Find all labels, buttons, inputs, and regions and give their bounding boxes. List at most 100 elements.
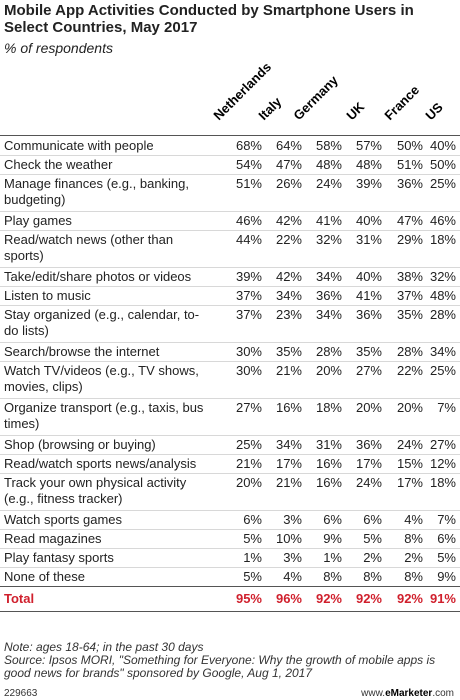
table-cell: 36% [355,307,382,322]
table-cell: 25% [235,437,262,452]
table-cell: 27% [429,437,456,452]
table-cell: 2% [363,550,382,565]
table-cell: 9% [323,531,342,546]
total-divider [0,586,460,587]
table-cell: 68% [235,138,262,153]
table-cell: 51% [396,157,423,172]
table-cell: 31% [355,232,382,247]
row-label: Read/watch sports news/analysis [4,456,197,471]
column-header-france: France [381,82,423,123]
table-cell: 46% [235,213,262,228]
table-cell: 8% [404,531,423,546]
table-cell: 34% [429,344,456,359]
table-cell: 1% [243,550,262,565]
table-cell: 22% [396,363,423,378]
table-cell: 18% [315,400,342,415]
table-cell: 6% [243,512,262,527]
table-cell: 24% [355,475,382,490]
row-divider [0,398,460,399]
row-divider [0,342,460,343]
column-header-germany: Germany [290,72,341,123]
table-cell: 5% [363,531,382,546]
table-cell: 6% [437,531,456,546]
source-text: Source: Ipsos MORI, "Something for Every… [4,653,436,680]
chart-id: 229663 [4,688,38,699]
row-divider [0,454,460,455]
table-cell: 64% [275,138,302,153]
table-cell: 8% [363,569,382,584]
table-cell: 17% [355,456,382,471]
table-cell: 48% [315,157,342,172]
table-cell: 3% [283,550,302,565]
table-cell: 2% [404,550,423,565]
row-label: Take/edit/share photos or videos [4,269,192,284]
table-cell: 24% [396,437,423,452]
table-cell: 50% [396,138,423,153]
table-cell: 8% [404,569,423,584]
table-cell: 7% [437,512,456,527]
table-cell: 57% [355,138,382,153]
row-label: Watch TV/videos (e.g., TV shows, movies,… [4,363,199,394]
row-label: Track your own physical activity (e.g., … [4,475,187,506]
table-cell: 27% [355,363,382,378]
column-header-us: US [422,99,446,123]
row-divider [0,286,460,287]
row-divider [0,435,460,436]
row-divider [0,155,460,156]
table-cell: 25% [429,176,456,191]
table-cell: 34% [315,307,342,322]
row-divider [0,174,460,175]
row-divider [0,529,460,530]
chart-title: Mobile App Activities Conducted by Smart… [4,2,414,36]
row-divider [0,211,460,212]
total-cell: 95% [235,591,262,606]
table-cell: 41% [315,213,342,228]
row-label: Communicate with people [4,138,154,153]
table-cell: 51% [235,176,262,191]
table-cell: 20% [396,400,423,415]
table-cell: 8% [323,569,342,584]
total-cell: 96% [275,591,302,606]
row-divider [0,361,460,362]
table-cell: 35% [355,344,382,359]
table-cell: 27% [235,400,262,415]
table-cell: 34% [275,288,302,303]
table-cell: 37% [235,307,262,322]
table-cell: 17% [275,456,302,471]
row-divider [0,267,460,268]
table-cell: 12% [429,456,456,471]
table-cell: 40% [355,269,382,284]
table-cell: 39% [235,269,262,284]
table-cell: 21% [235,456,262,471]
row-label: Stay organized (e.g., calendar, to-do li… [4,307,200,338]
row-label: Watch sports games [4,512,123,527]
note-text: Note: ages 18-64; in the past 30 days [4,640,204,654]
row-divider [0,510,460,511]
row-label: Shop (browsing or buying) [4,437,156,452]
row-label: Read magazines [4,531,102,546]
table-cell: 15% [396,456,423,471]
table-cell: 37% [396,288,423,303]
row-label: Organize transport (e.g., taxis, bus tim… [4,400,204,431]
row-divider [0,305,460,306]
table-cell: 28% [429,307,456,322]
table-cell: 29% [396,232,423,247]
table-cell: 47% [275,157,302,172]
total-label: Total [4,591,35,606]
table-cell: 18% [429,232,456,247]
total-cell: 92% [355,591,382,606]
table-cell: 41% [355,288,382,303]
header-divider [0,135,460,136]
table-cell: 40% [429,138,456,153]
table-cell: 22% [275,232,302,247]
table-cell: 6% [363,512,382,527]
table-cell: 20% [235,475,262,490]
total-cell: 92% [396,591,423,606]
table-cell: 50% [429,157,456,172]
row-label: Listen to music [4,288,91,303]
table-cell: 37% [235,288,262,303]
row-label: Manage finances (e.g., banking, budgetin… [4,176,190,207]
table-cell: 42% [275,213,302,228]
table-cell: 44% [235,232,262,247]
table-cell: 18% [429,475,456,490]
